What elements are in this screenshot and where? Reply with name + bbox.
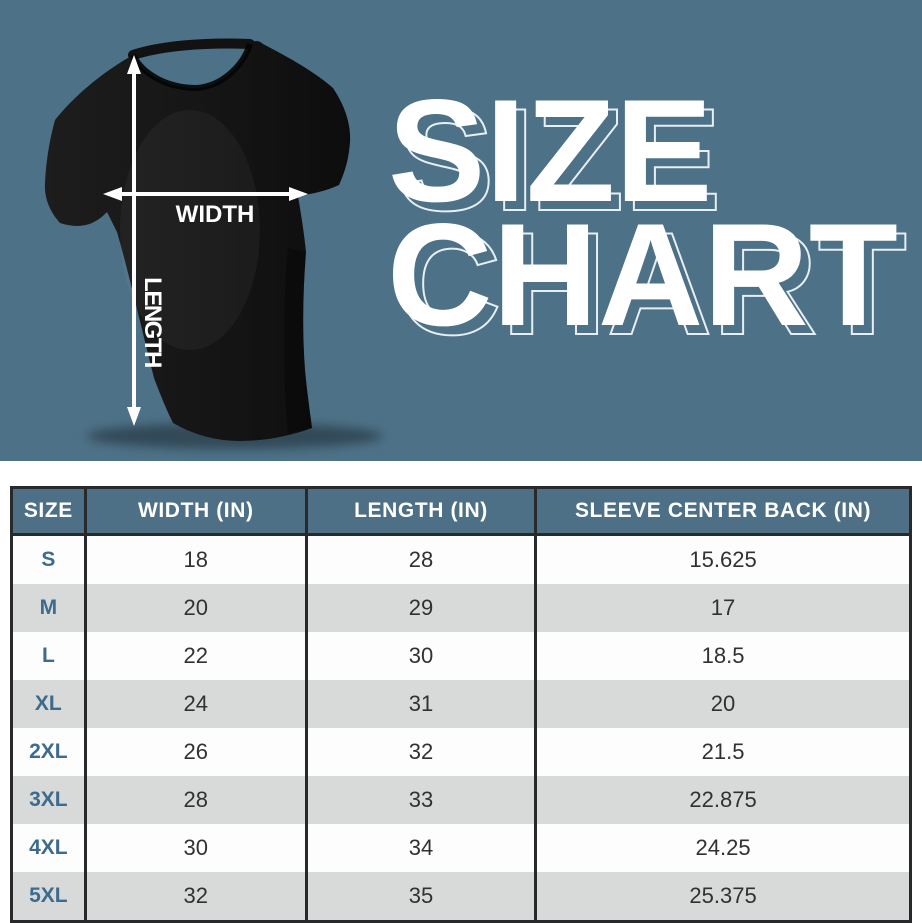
length-arrow (127, 55, 141, 426)
size-cell: 5XL (29, 884, 68, 907)
size-table: SIZE WIDTH (IN) LENGTH (IN) SLEEVE CENTE… (10, 486, 912, 923)
sleeve-cell: 18.5 (534, 632, 911, 680)
width-cell: 22 (83, 632, 307, 680)
table-row: L 22 30 18.5 (11, 632, 911, 680)
header-sleeve: SLEEVE CENTER BACK (IN) (534, 487, 911, 536)
sleeve-cell: 25.375 (534, 872, 911, 922)
length-label: LENGTH (139, 277, 166, 367)
length-cell: 30 (304, 632, 536, 680)
table-row: 5XL 32 35 25.375 (11, 872, 911, 922)
length-cell: 29 (304, 584, 536, 632)
width-cell: 20 (83, 584, 307, 632)
length-cell: 31 (304, 680, 536, 728)
width-cell: 30 (83, 824, 307, 872)
length-cell: 28 (304, 534, 536, 584)
tshirt-image (44, 38, 351, 441)
width-cell: 26 (83, 728, 307, 776)
sleeve-cell: 24.25 (534, 824, 911, 872)
title-line1-outline: SIZE (397, 78, 722, 241)
table-row: 3XL 28 33 22.875 (11, 776, 911, 824)
table-header-row: SIZE WIDTH (IN) LENGTH (IN) SLEEVE CENTE… (11, 487, 911, 536)
table-row: 4XL 30 34 24.25 (11, 824, 911, 872)
header-width: WIDTH (IN) (83, 487, 307, 536)
header-size: SIZE (11, 487, 86, 536)
size-cell: 2XL (29, 740, 68, 763)
title-line2-outline: CHART (396, 202, 907, 365)
tshirt-front-collar (130, 42, 253, 92)
title-line2: CHART (387, 193, 898, 356)
size-cell: 4XL (29, 836, 68, 859)
length-cell: 35 (304, 872, 536, 922)
width-cell: 28 (83, 776, 307, 824)
width-cell: 18 (83, 534, 307, 584)
tshirt-back-collar (128, 38, 255, 60)
table-row: M 20 29 17 (11, 584, 911, 632)
table-row: S 18 28 15.625 (11, 534, 911, 584)
size-cell: XL (34, 692, 62, 715)
length-cell: 33 (304, 776, 536, 824)
width-cell: 24 (83, 680, 307, 728)
title: SIZE CHART SIZE CHART (387, 69, 908, 366)
table-row: XL 24 31 20 (11, 680, 911, 728)
sleeve-cell: 15.625 (534, 534, 911, 584)
tshirt-shading (283, 248, 312, 434)
title-line1: SIZE (388, 69, 713, 232)
table-row: 2XL 26 32 21.5 (11, 728, 911, 776)
sleeve-cell: 20 (534, 680, 911, 728)
width-arrow (103, 187, 308, 201)
size-cell: S (41, 548, 56, 571)
sleeve-cell: 17 (534, 584, 911, 632)
tshirt-highlight (120, 110, 260, 350)
width-cell: 32 (83, 872, 307, 922)
sleeve-cell: 21.5 (534, 728, 911, 776)
size-cell: M (39, 596, 58, 619)
banner: WIDTH LENGTH SIZE CHART SIZE CHART (0, 0, 922, 461)
header-length: LENGTH (IN) (304, 487, 536, 536)
length-cell: 34 (304, 824, 536, 872)
width-label: WIDTH (176, 201, 255, 228)
sleeve-cell: 22.875 (534, 776, 911, 824)
length-cell: 32 (304, 728, 536, 776)
size-cell: 3XL (29, 788, 68, 811)
size-cell: L (41, 644, 55, 667)
